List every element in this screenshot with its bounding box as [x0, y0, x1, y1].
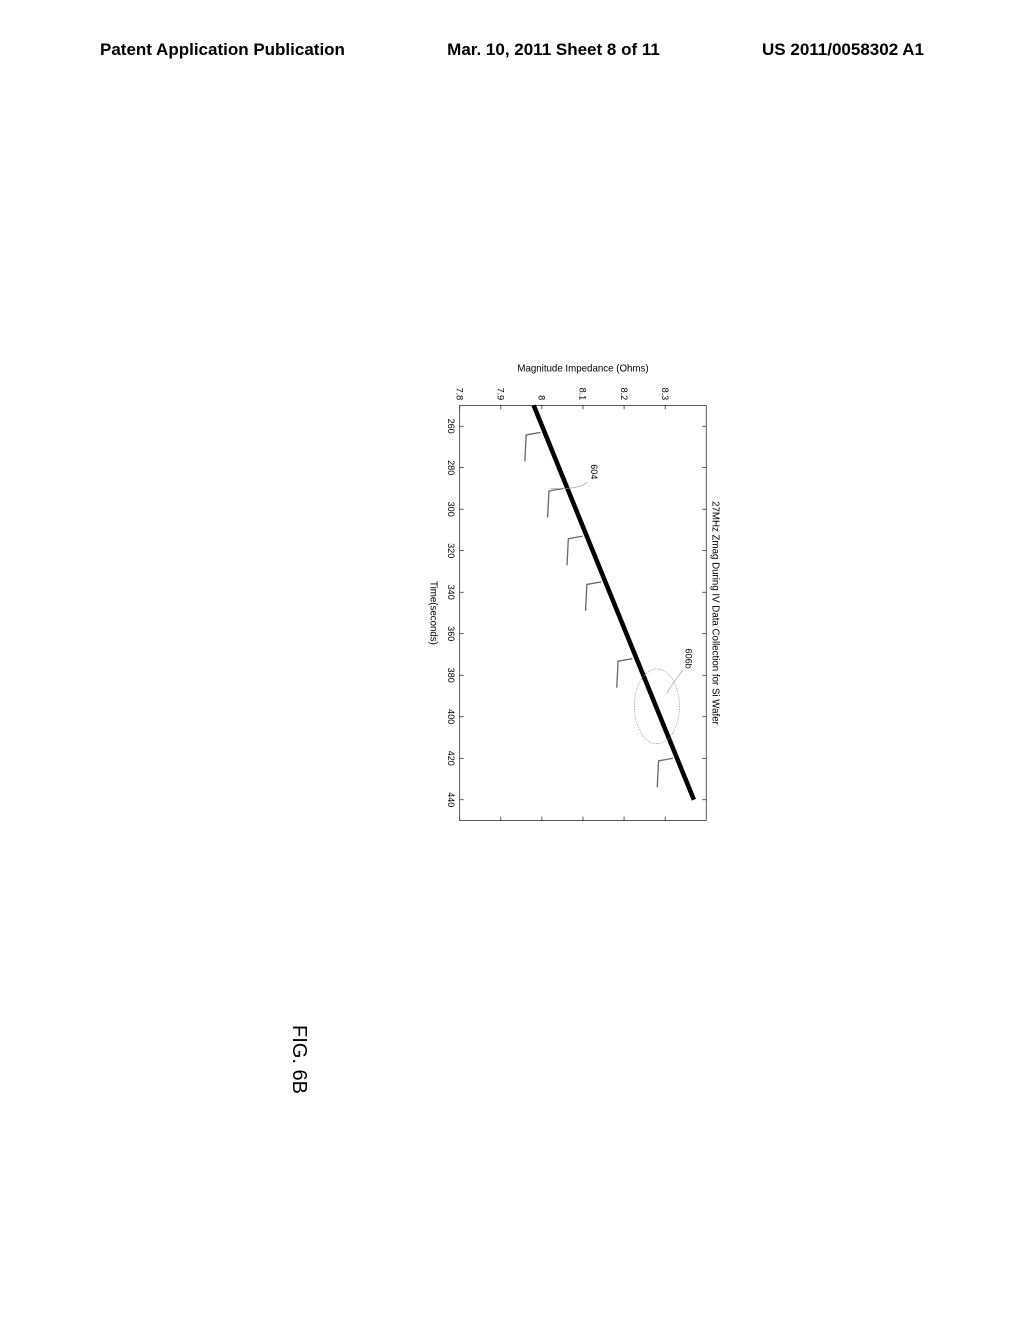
svg-text:8.2: 8.2	[619, 388, 629, 401]
svg-text:420: 420	[446, 751, 456, 766]
svg-text:8.1: 8.1	[578, 388, 588, 401]
svg-text:320: 320	[446, 543, 456, 558]
patent-page-header: Patent Application Publication Mar. 10, …	[0, 40, 1024, 60]
annotations: 604 606b	[550, 464, 694, 743]
svg-text:7.8: 7.8	[454, 388, 464, 401]
plot-frame	[460, 405, 706, 820]
figure-label: FIG. 6B	[287, 1025, 310, 1094]
x-axis-label: Time(seconds)	[428, 581, 439, 645]
svg-text:8: 8	[537, 395, 547, 400]
svg-text:260: 260	[446, 419, 456, 434]
svg-text:400: 400	[446, 709, 456, 724]
header-left: Patent Application Publication	[100, 40, 345, 60]
svg-text:8.3: 8.3	[660, 388, 670, 401]
y-ticks: 7.8 7.9 8 8.1 8.2 8.3	[454, 388, 669, 821]
x-ticks: 260 280 300 320 340 360 380 400 420 440	[446, 419, 706, 808]
chart-container: 27MHz Zmag During IV Data Collection for…	[200, 360, 940, 840]
data-trace	[534, 405, 694, 799]
y-axis-label: Magnitude Impedance (Ohms)	[517, 364, 648, 375]
svg-text:606b: 606b	[684, 649, 694, 669]
header-right: US 2011/0058302 A1	[762, 40, 924, 60]
svg-text:604: 604	[589, 464, 599, 479]
svg-text:7.9: 7.9	[496, 388, 506, 401]
svg-text:300: 300	[446, 502, 456, 517]
svg-text:380: 380	[446, 668, 456, 683]
svg-text:280: 280	[446, 460, 456, 475]
svg-text:360: 360	[446, 626, 456, 641]
svg-text:340: 340	[446, 585, 456, 600]
notch-group	[525, 432, 673, 787]
header-center: Mar. 10, 2011 Sheet 8 of 11	[447, 40, 660, 60]
impedance-chart: 27MHz Zmag During IV Data Collection for…	[200, 360, 940, 840]
svg-text:440: 440	[446, 792, 456, 807]
chart-title: 27MHz Zmag During IV Data Collection for…	[710, 501, 721, 726]
